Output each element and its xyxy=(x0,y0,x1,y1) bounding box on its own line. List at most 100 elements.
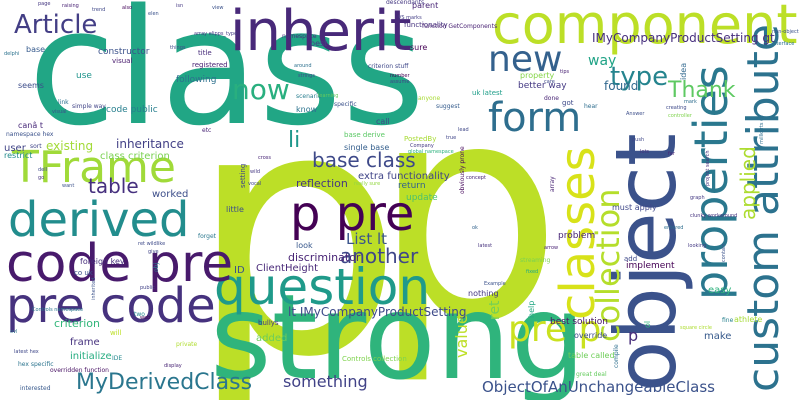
word-wild: wild xyxy=(250,169,261,175)
word-little: little xyxy=(226,205,244,214)
word-sort: sort xyxy=(30,143,42,150)
word-lead: lead xyxy=(458,127,469,133)
word-ok: ok xyxy=(472,225,478,231)
word-controls-namespace: Controls namespace xyxy=(32,307,84,313)
word-care: care xyxy=(544,79,555,85)
word-contain: contain xyxy=(721,243,727,262)
word-strings: strings xyxy=(298,73,315,79)
word-interested: interested xyxy=(20,385,51,392)
word-registered: registered xyxy=(192,61,228,69)
word-new: new xyxy=(488,39,563,80)
word-inherit: inherit xyxy=(230,0,412,64)
word-two: two xyxy=(134,311,145,318)
word-initialize: initialize xyxy=(70,351,112,362)
word-postedby: PostedBy xyxy=(404,135,437,143)
word-non-object: non-object xyxy=(772,29,799,35)
word-class: class xyxy=(28,0,426,161)
word-override: override xyxy=(574,331,608,340)
word-want: want xyxy=(62,183,75,189)
word-ret-wildlike: ret wildlike xyxy=(138,241,166,247)
word-derived: derived xyxy=(8,192,190,248)
word-title: title xyxy=(198,49,212,57)
word-trend: trend xyxy=(92,7,106,13)
word-p-small: p xyxy=(628,326,639,345)
word-component: component xyxy=(492,0,798,56)
word-restrict: restrict xyxy=(4,151,33,160)
word-list-lt: List lt xyxy=(346,230,388,248)
word-make: make xyxy=(704,331,732,342)
word-namespace-hex: namespace hex xyxy=(6,131,54,138)
word-now: now xyxy=(232,73,290,106)
word-company: Company xyxy=(410,143,434,149)
word-isn: isn xyxy=(176,3,184,9)
word-tframe: TFrame xyxy=(12,142,176,193)
word-great-deal: great deal xyxy=(576,371,607,378)
word-will: will xyxy=(110,329,122,337)
word-around: around xyxy=(294,63,312,69)
word-inherited: inherited xyxy=(91,277,97,300)
word-creating: creating xyxy=(666,105,687,111)
word-anyone: anyone xyxy=(418,95,441,102)
word-p-large-center-2: p xyxy=(372,39,563,388)
word-inheritance: inheritance xyxy=(116,137,184,151)
word-forget: forget xyxy=(198,233,216,240)
word-number: number xyxy=(390,73,410,79)
word-athlete: athlete xyxy=(734,315,763,324)
word-hear: hear xyxy=(584,103,598,110)
word-return: return xyxy=(398,181,426,191)
word-page: page xyxy=(38,1,51,7)
word-p-pre: p pre xyxy=(290,186,415,242)
word-must-apply: must apply xyxy=(612,203,657,212)
word-array: array xyxy=(549,176,556,192)
word-clientheight: ClientHeight xyxy=(256,263,319,274)
word-really-sure: really sure xyxy=(354,181,381,187)
word-class-criterion: class criterion xyxy=(100,151,170,162)
word-look: look xyxy=(296,241,313,250)
word-imycompanyproductsetting-gt: IMyCompanyProductSetting gt xyxy=(592,31,775,45)
word-parent: parent xyxy=(412,1,439,10)
word-link: link xyxy=(58,99,69,106)
word-view: view xyxy=(212,5,224,11)
word-lt-imycompanyproductsetting: lt IMyCompanyProductSetting xyxy=(288,305,467,319)
word-fine: fine xyxy=(722,317,734,324)
word-frame: frame xyxy=(70,337,100,348)
word-base-class: base class xyxy=(312,148,416,172)
word-base-derive: base derive xyxy=(344,131,385,139)
word-web: web xyxy=(140,315,151,321)
word-cross: cross xyxy=(258,155,271,161)
word-following: following xyxy=(176,75,217,85)
word-value: value xyxy=(452,314,471,358)
word-best: best xyxy=(310,39,328,48)
word-etc: etc xyxy=(202,127,212,134)
word-co-uk: co uk xyxy=(74,269,93,277)
word-controller: controller xyxy=(668,113,692,119)
word-descendants: descendants xyxy=(386,0,425,6)
word-update: update xyxy=(406,193,438,203)
word-function-getcomponents: function GetComponents xyxy=(422,23,498,30)
word-go: go xyxy=(38,175,45,181)
word-uk-latest: uk latest xyxy=(472,89,503,97)
word-idea: idea xyxy=(679,62,688,80)
word-li: li xyxy=(288,128,301,153)
word-example: Example xyxy=(484,281,506,287)
word-problem: problem xyxy=(558,231,596,241)
word-fixed: fixed xyxy=(526,269,539,275)
word-answer: Answer xyxy=(626,111,645,117)
word-project-search: project search xyxy=(705,150,711,186)
word-entered: entered xyxy=(664,225,684,231)
word-concept: concept xyxy=(466,175,486,181)
word-better-way: better way xyxy=(518,81,567,91)
word-added: added xyxy=(256,333,288,344)
word-specific: specific xyxy=(334,101,357,108)
word-found: found xyxy=(604,79,639,93)
word-myderivedclass: MyDerivedClass xyxy=(76,370,253,395)
word-table: table xyxy=(88,174,139,198)
word-done: done xyxy=(544,95,559,102)
word-give: give xyxy=(148,249,159,255)
word-extra-functionality: extra functionality xyxy=(358,171,450,182)
word-add: add xyxy=(624,255,638,263)
word-call: call xyxy=(376,117,390,126)
word-true: true xyxy=(446,135,457,141)
word-latest: latest xyxy=(478,243,493,249)
